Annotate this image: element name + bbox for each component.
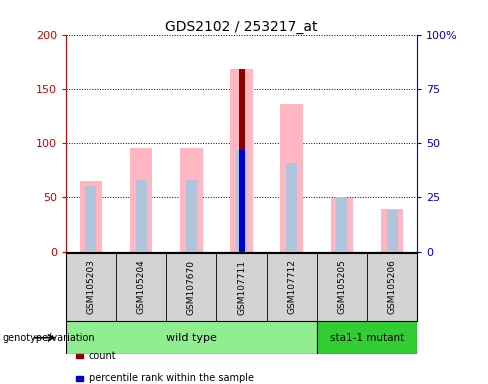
Bar	[80, 181, 102, 252]
Text: GSM105203: GSM105203	[86, 260, 96, 314]
Title: GDS2102 / 253217_at: GDS2102 / 253217_at	[165, 20, 318, 33]
Text: wild type: wild type	[166, 333, 217, 343]
Bar	[381, 209, 404, 252]
Bar	[186, 180, 197, 252]
Bar	[230, 69, 253, 252]
Text: GSM105205: GSM105205	[337, 260, 346, 314]
Bar	[239, 149, 244, 252]
Text: GSM105206: GSM105206	[387, 260, 397, 314]
Text: count: count	[89, 351, 117, 361]
Text: GSM107670: GSM107670	[187, 260, 196, 314]
Bar	[130, 149, 152, 252]
Text: genotype/variation: genotype/variation	[2, 333, 95, 343]
Text: GSM107711: GSM107711	[237, 260, 246, 314]
Text: percentile rank within the sample: percentile rank within the sample	[89, 373, 254, 383]
Text: GSM105204: GSM105204	[137, 260, 146, 314]
Bar	[331, 199, 353, 252]
Bar	[136, 180, 147, 252]
Bar	[66, 321, 317, 354]
Bar	[85, 187, 97, 252]
Bar	[239, 69, 244, 252]
Bar	[317, 321, 417, 354]
Text: GSM107712: GSM107712	[287, 260, 296, 314]
Text: sta1-1 mutant: sta1-1 mutant	[330, 333, 404, 343]
Bar	[180, 149, 203, 252]
Bar	[336, 197, 347, 252]
Bar	[236, 149, 247, 252]
Bar	[386, 210, 398, 252]
Bar	[286, 162, 297, 252]
Bar	[281, 104, 303, 252]
